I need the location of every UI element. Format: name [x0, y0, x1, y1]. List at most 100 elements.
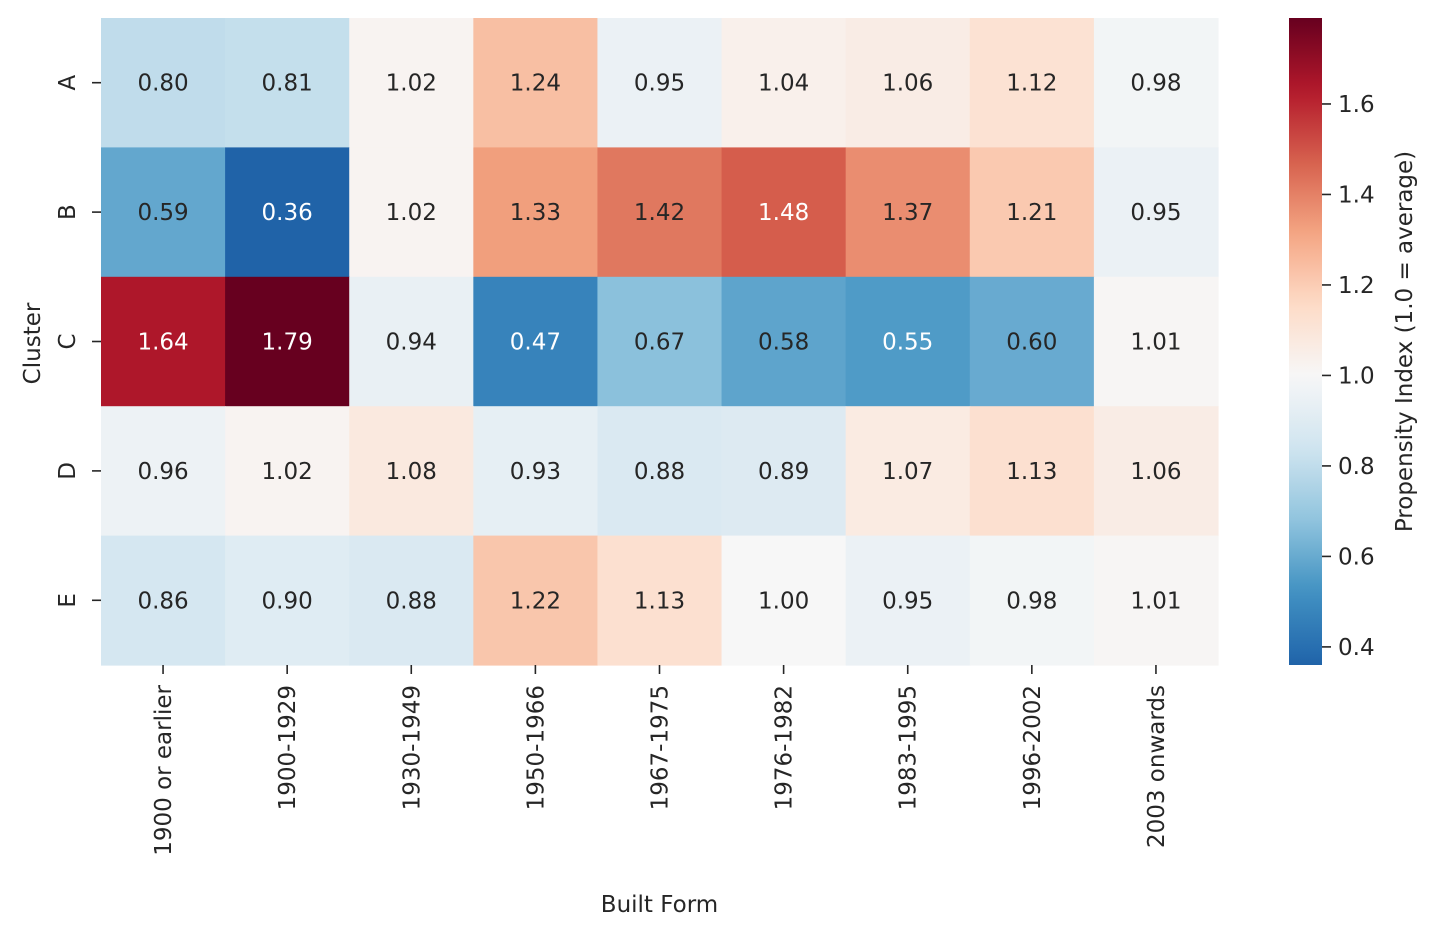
cell-value-label: 1.21: [1006, 200, 1057, 226]
colorbar-tick-label: 0.4: [1338, 635, 1375, 661]
cell-value-label: 1.08: [386, 459, 437, 485]
heatmap-cell-A-6: [845, 18, 971, 148]
cell-value-label: 1.79: [262, 330, 313, 356]
cell-value-label: 0.95: [1130, 200, 1181, 226]
heatmap-cell-A-7: [969, 18, 1095, 148]
heatmap-cell-B-7: [969, 147, 1095, 278]
cell-value-label: 0.95: [882, 588, 933, 614]
cell-value-label: 1.04: [758, 71, 809, 97]
cell-value-label: 1.02: [386, 71, 437, 97]
heatmap-cell-A-1: [225, 18, 350, 148]
colorbar-gradient: [1289, 18, 1322, 665]
cell-value-label: 1.06: [882, 71, 933, 97]
cell-value-label: 0.86: [137, 588, 188, 614]
heatmap-cell-C-8: [1093, 276, 1219, 407]
heatmap-cell-C-7: [969, 276, 1095, 407]
cell-value-label: 1.33: [510, 200, 561, 226]
colorbar-tick-label: 0.8: [1338, 454, 1375, 480]
y-axis: A B C D E: [55, 75, 101, 608]
y-axis-title: Cluster: [20, 302, 46, 384]
heatmap-cell-C-2: [349, 276, 474, 407]
heatmap-cell-D-5: [721, 406, 847, 537]
heatmap-cell-C-3: [473, 276, 599, 407]
heatmap-cell-D-4: [597, 406, 723, 537]
cell-value-label: 0.93: [510, 459, 561, 485]
heatmap-cell-A-4: [597, 18, 723, 148]
heatmap-cell-E-4: [597, 535, 723, 666]
x-tick-label: 2003 onwards: [1144, 685, 1170, 848]
cell-value-label: 1.48: [758, 200, 809, 226]
x-tick-label: 1996-2002: [1020, 685, 1046, 810]
heatmap-cell-E-0: [101, 535, 226, 666]
cell-value-label: 1.22: [510, 588, 561, 614]
x-tick-label: 1967-1975: [648, 685, 674, 810]
cell-value-label: 1.02: [386, 200, 437, 226]
heatmap-cell-E-7: [969, 535, 1095, 666]
colorbar-tick-label: 1.2: [1338, 273, 1375, 299]
y-tick-label: D: [55, 462, 81, 480]
x-tick-label: 1900-1929: [275, 685, 301, 810]
y-tick-label: E: [55, 593, 81, 608]
cell-value-label: 0.80: [137, 71, 188, 97]
heatmap-cell-D-0: [101, 406, 226, 537]
heatmap-cell-D-2: [349, 406, 474, 537]
heatmap-cell-B-0: [101, 147, 226, 278]
y-tick-label: A: [55, 75, 81, 91]
heatmap-cell-E-8: [1093, 535, 1219, 666]
heatmap-cell-B-6: [845, 147, 971, 278]
x-tick-label: 1930-1949: [399, 685, 425, 810]
x-tick-label: 1950-1966: [523, 685, 549, 810]
cell-value-label: 1.02: [262, 459, 313, 485]
colorbar-label: Propensity Index (1.0 = average): [1392, 151, 1418, 532]
colorbar: 0.4 0.6 0.8 1.0 1.2 1.4 1.6: [1289, 18, 1375, 665]
heatmap-cell-B-4: [597, 147, 723, 278]
cell-value-label: 0.98: [1130, 71, 1181, 97]
heatmap-cell-B-3: [473, 147, 599, 278]
heatmap-cell-A-8: [1093, 18, 1219, 148]
x-axis: 1900 or earlier 1900-1929 1930-1949 1950-19…: [151, 665, 1170, 856]
heatmap-cell-C-1: [225, 276, 350, 407]
y-tick-label: B: [55, 204, 81, 220]
colorbar-tick-label: 0.6: [1338, 544, 1375, 570]
cell-value-label: 1.13: [634, 588, 685, 614]
y-tick-label: C: [55, 333, 81, 349]
cell-value-label: 0.88: [634, 459, 685, 485]
cell-value-label: 0.95: [634, 71, 685, 97]
heatmap-cell-C-4: [597, 276, 723, 407]
cell-value-label: 0.36: [262, 200, 313, 226]
heatmap-cells: [101, 18, 1219, 666]
heatmap-cell-E-2: [349, 535, 474, 666]
cell-value-label: 1.01: [1130, 330, 1181, 356]
heatmap-cell-D-8: [1093, 406, 1219, 537]
x-tick-label: 1983-1995: [896, 685, 922, 810]
colorbar-tick-label: 1.6: [1338, 92, 1375, 118]
cell-value-label: 0.60: [1006, 330, 1057, 356]
cell-value-label: 1.07: [882, 459, 933, 485]
heatmap-cell-E-5: [721, 535, 847, 666]
heatmap-cell-A-5: [721, 18, 847, 148]
cell-value-label: 1.00: [758, 588, 809, 614]
heatmap-cell-B-2: [349, 147, 474, 278]
heatmap-cell-D-7: [969, 406, 1095, 537]
heatmap-cell-D-3: [473, 406, 599, 537]
colorbar-tick-label: 1.4: [1338, 182, 1375, 208]
cell-value-labels: 0.80 0.81 1.02 1.24 0.95 1.04 1.06 1.12 0.98 0.59…: [137, 71, 1181, 615]
heatmap-cell-D-6: [845, 406, 971, 537]
heatmap-cell-E-6: [845, 535, 971, 666]
heatmap-cell-E-3: [473, 535, 599, 666]
cell-value-label: 0.89: [758, 459, 809, 485]
heatmap-cell-A-2: [349, 18, 474, 148]
colorbar-tick-label: 1.0: [1338, 363, 1375, 389]
cell-value-label: 1.37: [882, 200, 933, 226]
cell-value-label: 1.01: [1130, 588, 1181, 614]
heatmap-cell-B-8: [1093, 147, 1219, 278]
heatmap-cell-A-0: [101, 18, 226, 148]
cell-value-label: 1.06: [1130, 459, 1181, 485]
x-axis-title: Built Form: [601, 892, 718, 918]
cell-value-label: 1.24: [510, 71, 561, 97]
heatmap-cell-A-3: [473, 18, 599, 148]
heatmap-cell-C-0: [101, 276, 226, 407]
cell-value-label: 0.81: [262, 71, 313, 97]
